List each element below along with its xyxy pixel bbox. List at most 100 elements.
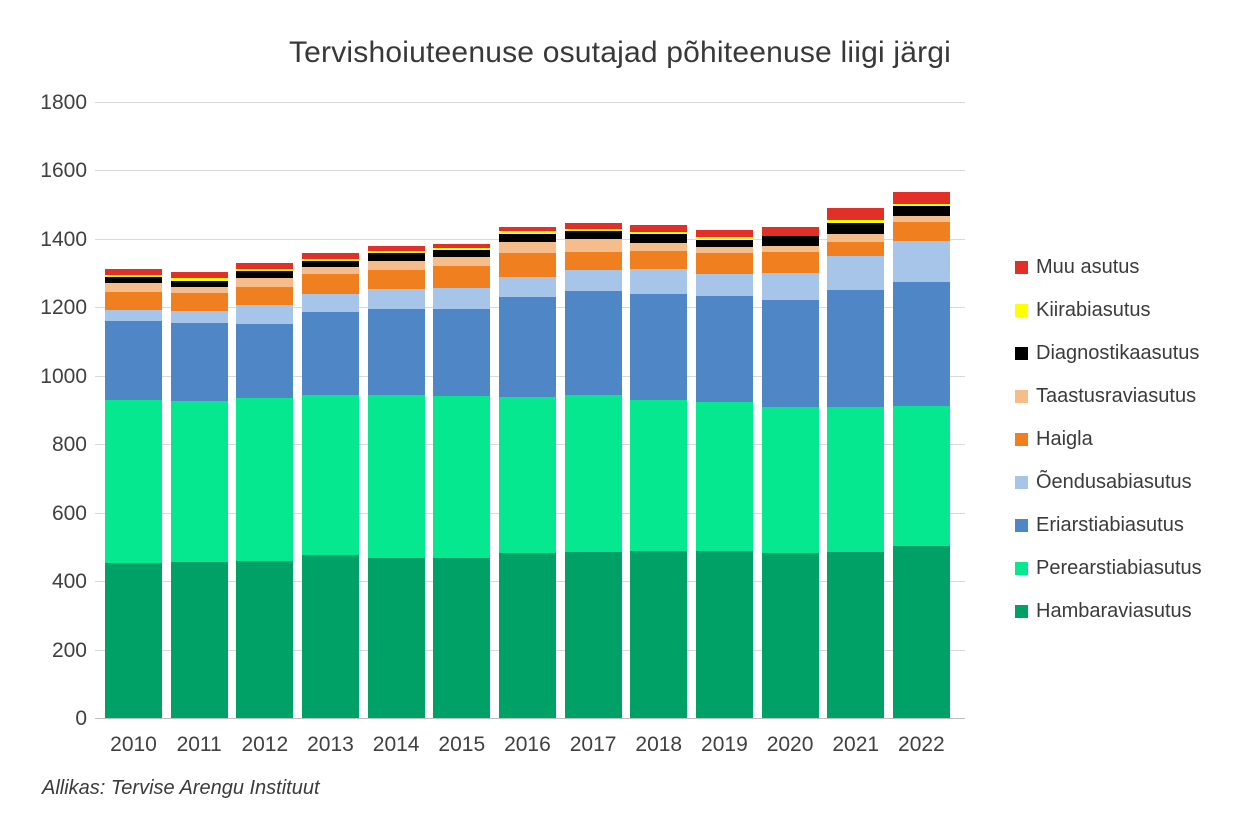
bar-segment-eriarstiabiasutus xyxy=(236,324,294,399)
bar-segment-kiirabiasutus xyxy=(170,278,228,281)
bar-segment-diagnostikaasutus xyxy=(367,253,425,261)
y-tick-label: 400 xyxy=(51,570,87,594)
bar-segment-hambaraviasutus xyxy=(761,553,819,718)
legend-item-eriarstiabiasutus: Eriarstiabiasutus xyxy=(1015,504,1240,547)
legend-item-kiirabiasutus: Kiirabiasutus xyxy=(1015,289,1240,332)
legend-swatch-perearstiabiasutus xyxy=(1015,562,1028,575)
bar-segment-kiirabiasutus xyxy=(433,247,491,250)
x-tick-label: 2015 xyxy=(438,733,486,756)
bars xyxy=(105,103,950,718)
bar-segment-hambaraviasutus xyxy=(827,552,885,718)
bar-segment-eriarstiabiasutus xyxy=(892,282,950,406)
legend-swatch-kiirabiasutus xyxy=(1015,304,1028,317)
legend-label-eriarstiabiasutus: Eriarstiabiasutus xyxy=(1036,514,1184,536)
legend-swatch-haigla xyxy=(1015,433,1028,446)
bar-segment-eriarstiabiasutus xyxy=(564,290,622,395)
bar-segment-hambaraviasutus xyxy=(630,550,688,718)
legend-swatch-eriarstiabiasutus xyxy=(1015,519,1028,532)
x-tick-label: 2018 xyxy=(635,733,683,756)
legend-swatch-diagnostikaasutus xyxy=(1015,347,1028,360)
source-note: Allikas: Tervise Arengu Instituut xyxy=(42,777,320,799)
x-tick-label: 2017 xyxy=(569,733,617,756)
bar-2021 xyxy=(827,208,885,718)
chart-title: Tervishoiuteenuse osutajad põhiteenuse l… xyxy=(288,36,952,69)
x-tick-label: 2014 xyxy=(372,733,420,756)
bar-segment-taastusraviasutus xyxy=(498,242,556,254)
bar-segment-taastusraviasutus xyxy=(236,277,294,288)
bar-segment-hambaraviasutus xyxy=(236,560,294,718)
bar-2017 xyxy=(564,223,622,718)
bar-segment-perearstiabiasutus xyxy=(367,394,425,558)
bar-2018 xyxy=(630,224,688,718)
bar-segment-muu-asutus xyxy=(367,246,425,252)
bar-segment--endusabiasutus xyxy=(367,289,425,310)
legend-label-diagnostikaasutus: Diagnostikaasutus xyxy=(1036,342,1200,364)
bar-segment-eriarstiabiasutus xyxy=(761,299,819,407)
bar-segment-perearstiabiasutus xyxy=(827,406,885,553)
bar-segment-diagnostikaasutus xyxy=(630,233,688,244)
bar-segment--endusabiasutus xyxy=(170,311,228,324)
legend-item-hambaraviasutus: Hambaraviasutus xyxy=(1015,590,1240,633)
bar-segment-perearstiabiasutus xyxy=(433,395,491,558)
bar-segment--endusabiasutus xyxy=(630,269,688,294)
legend-label-taastusraviasutus: Taastusraviasutus xyxy=(1036,385,1197,407)
bar-segment-hambaraviasutus xyxy=(170,561,228,718)
bar-segment-hambaraviasutus xyxy=(892,546,950,718)
legend-label-perearstiabiasutus: Perearstiabiasutus xyxy=(1036,557,1202,579)
bar-segment-haigla xyxy=(367,270,425,290)
legend-label-hambaraviasutus: Hambaraviasutus xyxy=(1036,600,1192,622)
bar-segment-eriarstiabiasutus xyxy=(301,312,359,395)
bar-segment-muu-asutus xyxy=(105,268,162,275)
bar-segment-muu-asutus xyxy=(761,227,819,236)
bar-segment-perearstiabiasutus xyxy=(695,402,753,551)
x-tick-label: 2011 xyxy=(176,733,222,756)
x-tick-label: 2022 xyxy=(898,733,945,756)
bar-segment-eriarstiabiasutus xyxy=(105,320,162,401)
bar-segment-muu-asutus xyxy=(564,223,622,230)
bar-segment-perearstiabiasutus xyxy=(301,394,359,556)
bar-segment-hambaraviasutus xyxy=(498,553,556,718)
bar-segment-muu-asutus xyxy=(236,263,294,270)
bar-segment-perearstiabiasutus xyxy=(170,401,228,562)
bar-segment-taastusraviasutus xyxy=(892,216,950,222)
bar-2020 xyxy=(761,227,819,718)
x-tick-label: 2012 xyxy=(241,733,289,756)
bar-segment--endusabiasutus xyxy=(105,310,162,321)
bar-2022 xyxy=(892,191,950,718)
bar-segment-diagnostikaasutus xyxy=(498,234,556,243)
x-tick-label: 2016 xyxy=(504,733,551,756)
bar-segment-taastusraviasutus xyxy=(695,247,753,253)
bar-segment-hambaraviasutus xyxy=(433,557,491,718)
legend-item-taastusraviasutus: Taastusraviasutus xyxy=(1015,375,1240,418)
bar-segment--endusabiasutus xyxy=(301,293,359,313)
legend-item-muu-asutus: Muu asutus xyxy=(1015,246,1240,289)
bar-segment-hambaraviasutus xyxy=(105,562,162,718)
y-tick-label: 600 xyxy=(51,501,87,525)
y-tick-label: 1200 xyxy=(40,296,87,320)
bar-segment-muu-asutus xyxy=(301,253,359,260)
bar-segment-muu-asutus xyxy=(892,191,950,205)
bar-segment-diagnostikaasutus xyxy=(564,231,622,239)
bar-segment-haigla xyxy=(695,252,753,275)
x-tick-label: 2013 xyxy=(307,733,354,756)
bar-segment-eriarstiabiasutus xyxy=(630,293,688,401)
bar-segment-muu-asutus xyxy=(433,244,491,248)
bar-segment-kiirabiasutus xyxy=(630,232,688,234)
bar-segment-taastusraviasutus xyxy=(367,260,425,271)
bar-segment--endusabiasutus xyxy=(761,273,819,300)
bar-segment-perearstiabiasutus xyxy=(564,394,622,552)
bar-segment-hambaraviasutus xyxy=(367,557,425,718)
bar-segment-taastusraviasutus xyxy=(301,267,359,275)
legend-swatch-taastusraviasutus xyxy=(1015,390,1028,403)
bar-segment-haigla xyxy=(105,291,162,311)
bar-2012 xyxy=(236,263,294,718)
bar-segment-diagnostikaasutus xyxy=(695,239,753,248)
bar-segment-eriarstiabiasutus xyxy=(170,323,228,402)
x-tick-label: 2010 xyxy=(110,733,157,756)
bar-segment-taastusraviasutus xyxy=(827,234,885,242)
bar-segment-haigla xyxy=(236,287,294,305)
bar-segment-kiirabiasutus xyxy=(564,229,622,232)
bar-segment-muu-asutus xyxy=(170,271,228,279)
bar-segment--endusabiasutus xyxy=(892,240,950,283)
